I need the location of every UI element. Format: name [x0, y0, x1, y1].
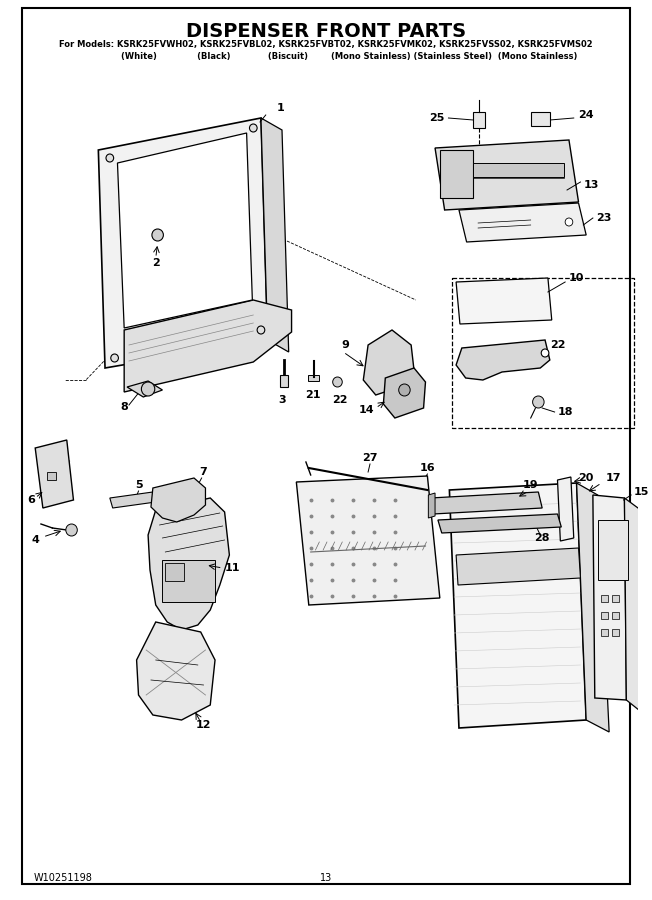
Bar: [166, 563, 185, 581]
Polygon shape: [459, 203, 586, 242]
Circle shape: [141, 382, 155, 396]
Bar: [473, 163, 564, 177]
Text: 22: 22: [332, 395, 347, 405]
Polygon shape: [151, 478, 205, 522]
Circle shape: [541, 349, 549, 357]
Polygon shape: [625, 498, 643, 713]
Circle shape: [565, 218, 573, 226]
Text: DISPENSER FRONT PARTS: DISPENSER FRONT PARTS: [186, 22, 466, 41]
Bar: [612, 629, 619, 636]
Polygon shape: [456, 278, 552, 324]
Circle shape: [250, 124, 257, 132]
Text: 23: 23: [596, 213, 611, 223]
Polygon shape: [35, 440, 74, 508]
Bar: [452, 278, 634, 428]
Polygon shape: [383, 368, 426, 418]
Circle shape: [533, 396, 544, 408]
Polygon shape: [456, 340, 550, 380]
Bar: [602, 612, 608, 619]
Polygon shape: [428, 493, 435, 518]
Polygon shape: [430, 492, 542, 514]
Text: 13: 13: [584, 180, 599, 190]
Polygon shape: [449, 483, 586, 728]
Polygon shape: [297, 476, 440, 605]
Text: 12: 12: [196, 720, 211, 730]
Text: 19: 19: [523, 480, 539, 490]
Text: 25: 25: [429, 113, 445, 123]
Polygon shape: [124, 300, 291, 392]
Text: 4: 4: [31, 535, 39, 545]
Polygon shape: [98, 118, 268, 368]
Polygon shape: [438, 514, 561, 533]
Bar: [280, 375, 288, 387]
Circle shape: [66, 524, 78, 536]
Bar: [162, 560, 215, 602]
Polygon shape: [127, 381, 162, 397]
Text: 13: 13: [320, 873, 332, 883]
Polygon shape: [117, 133, 252, 328]
Circle shape: [399, 384, 410, 396]
Text: For Models: KSRK25FVWH02, KSRK25FVBL02, KSRK25FVBT02, KSRK25FVMK02, KSRK25FVSS02: For Models: KSRK25FVWH02, KSRK25FVBL02, …: [59, 40, 593, 49]
Text: 6: 6: [27, 495, 35, 505]
Text: 1: 1: [276, 103, 284, 113]
Polygon shape: [435, 140, 578, 210]
Bar: [598, 520, 629, 580]
Polygon shape: [261, 118, 289, 352]
Text: 10: 10: [569, 273, 584, 283]
Text: 16: 16: [420, 463, 435, 473]
Circle shape: [111, 354, 119, 362]
Bar: [602, 595, 608, 602]
Bar: [612, 595, 619, 602]
Text: 11: 11: [224, 563, 240, 573]
Bar: [612, 612, 619, 619]
Text: 18: 18: [557, 407, 573, 417]
Circle shape: [333, 377, 342, 387]
Text: 14: 14: [359, 405, 374, 415]
Text: 15: 15: [634, 487, 649, 497]
Text: (White)              (Black)             (Biscuit)        (Mono Stainless) (Stai: (White) (Black) (Biscuit) (Mono Stainles…: [75, 52, 577, 61]
Text: 2: 2: [152, 258, 160, 268]
Text: 22: 22: [550, 340, 565, 350]
Circle shape: [106, 154, 113, 162]
Text: 17: 17: [605, 473, 621, 483]
Bar: [602, 629, 608, 636]
Text: 20: 20: [578, 473, 594, 483]
Polygon shape: [593, 495, 627, 700]
Polygon shape: [137, 622, 215, 720]
Circle shape: [152, 229, 164, 241]
Text: 24: 24: [578, 110, 594, 120]
Polygon shape: [557, 477, 574, 541]
Text: 21: 21: [305, 390, 320, 400]
Text: 3: 3: [278, 395, 286, 405]
Text: 9: 9: [341, 340, 349, 350]
Circle shape: [257, 326, 265, 334]
Text: 28: 28: [535, 533, 550, 543]
Bar: [440, 150, 473, 198]
Polygon shape: [110, 492, 156, 508]
Bar: [531, 112, 550, 126]
Text: 27: 27: [363, 453, 378, 463]
Polygon shape: [456, 548, 580, 585]
Bar: [47, 472, 56, 480]
Text: 8: 8: [120, 402, 128, 412]
Bar: [308, 375, 319, 381]
Polygon shape: [576, 483, 609, 732]
Text: 5: 5: [135, 480, 142, 490]
Polygon shape: [363, 330, 414, 395]
Text: W10251198: W10251198: [33, 873, 92, 883]
Text: 7: 7: [200, 467, 207, 477]
Bar: [473, 112, 485, 128]
Polygon shape: [148, 498, 230, 630]
